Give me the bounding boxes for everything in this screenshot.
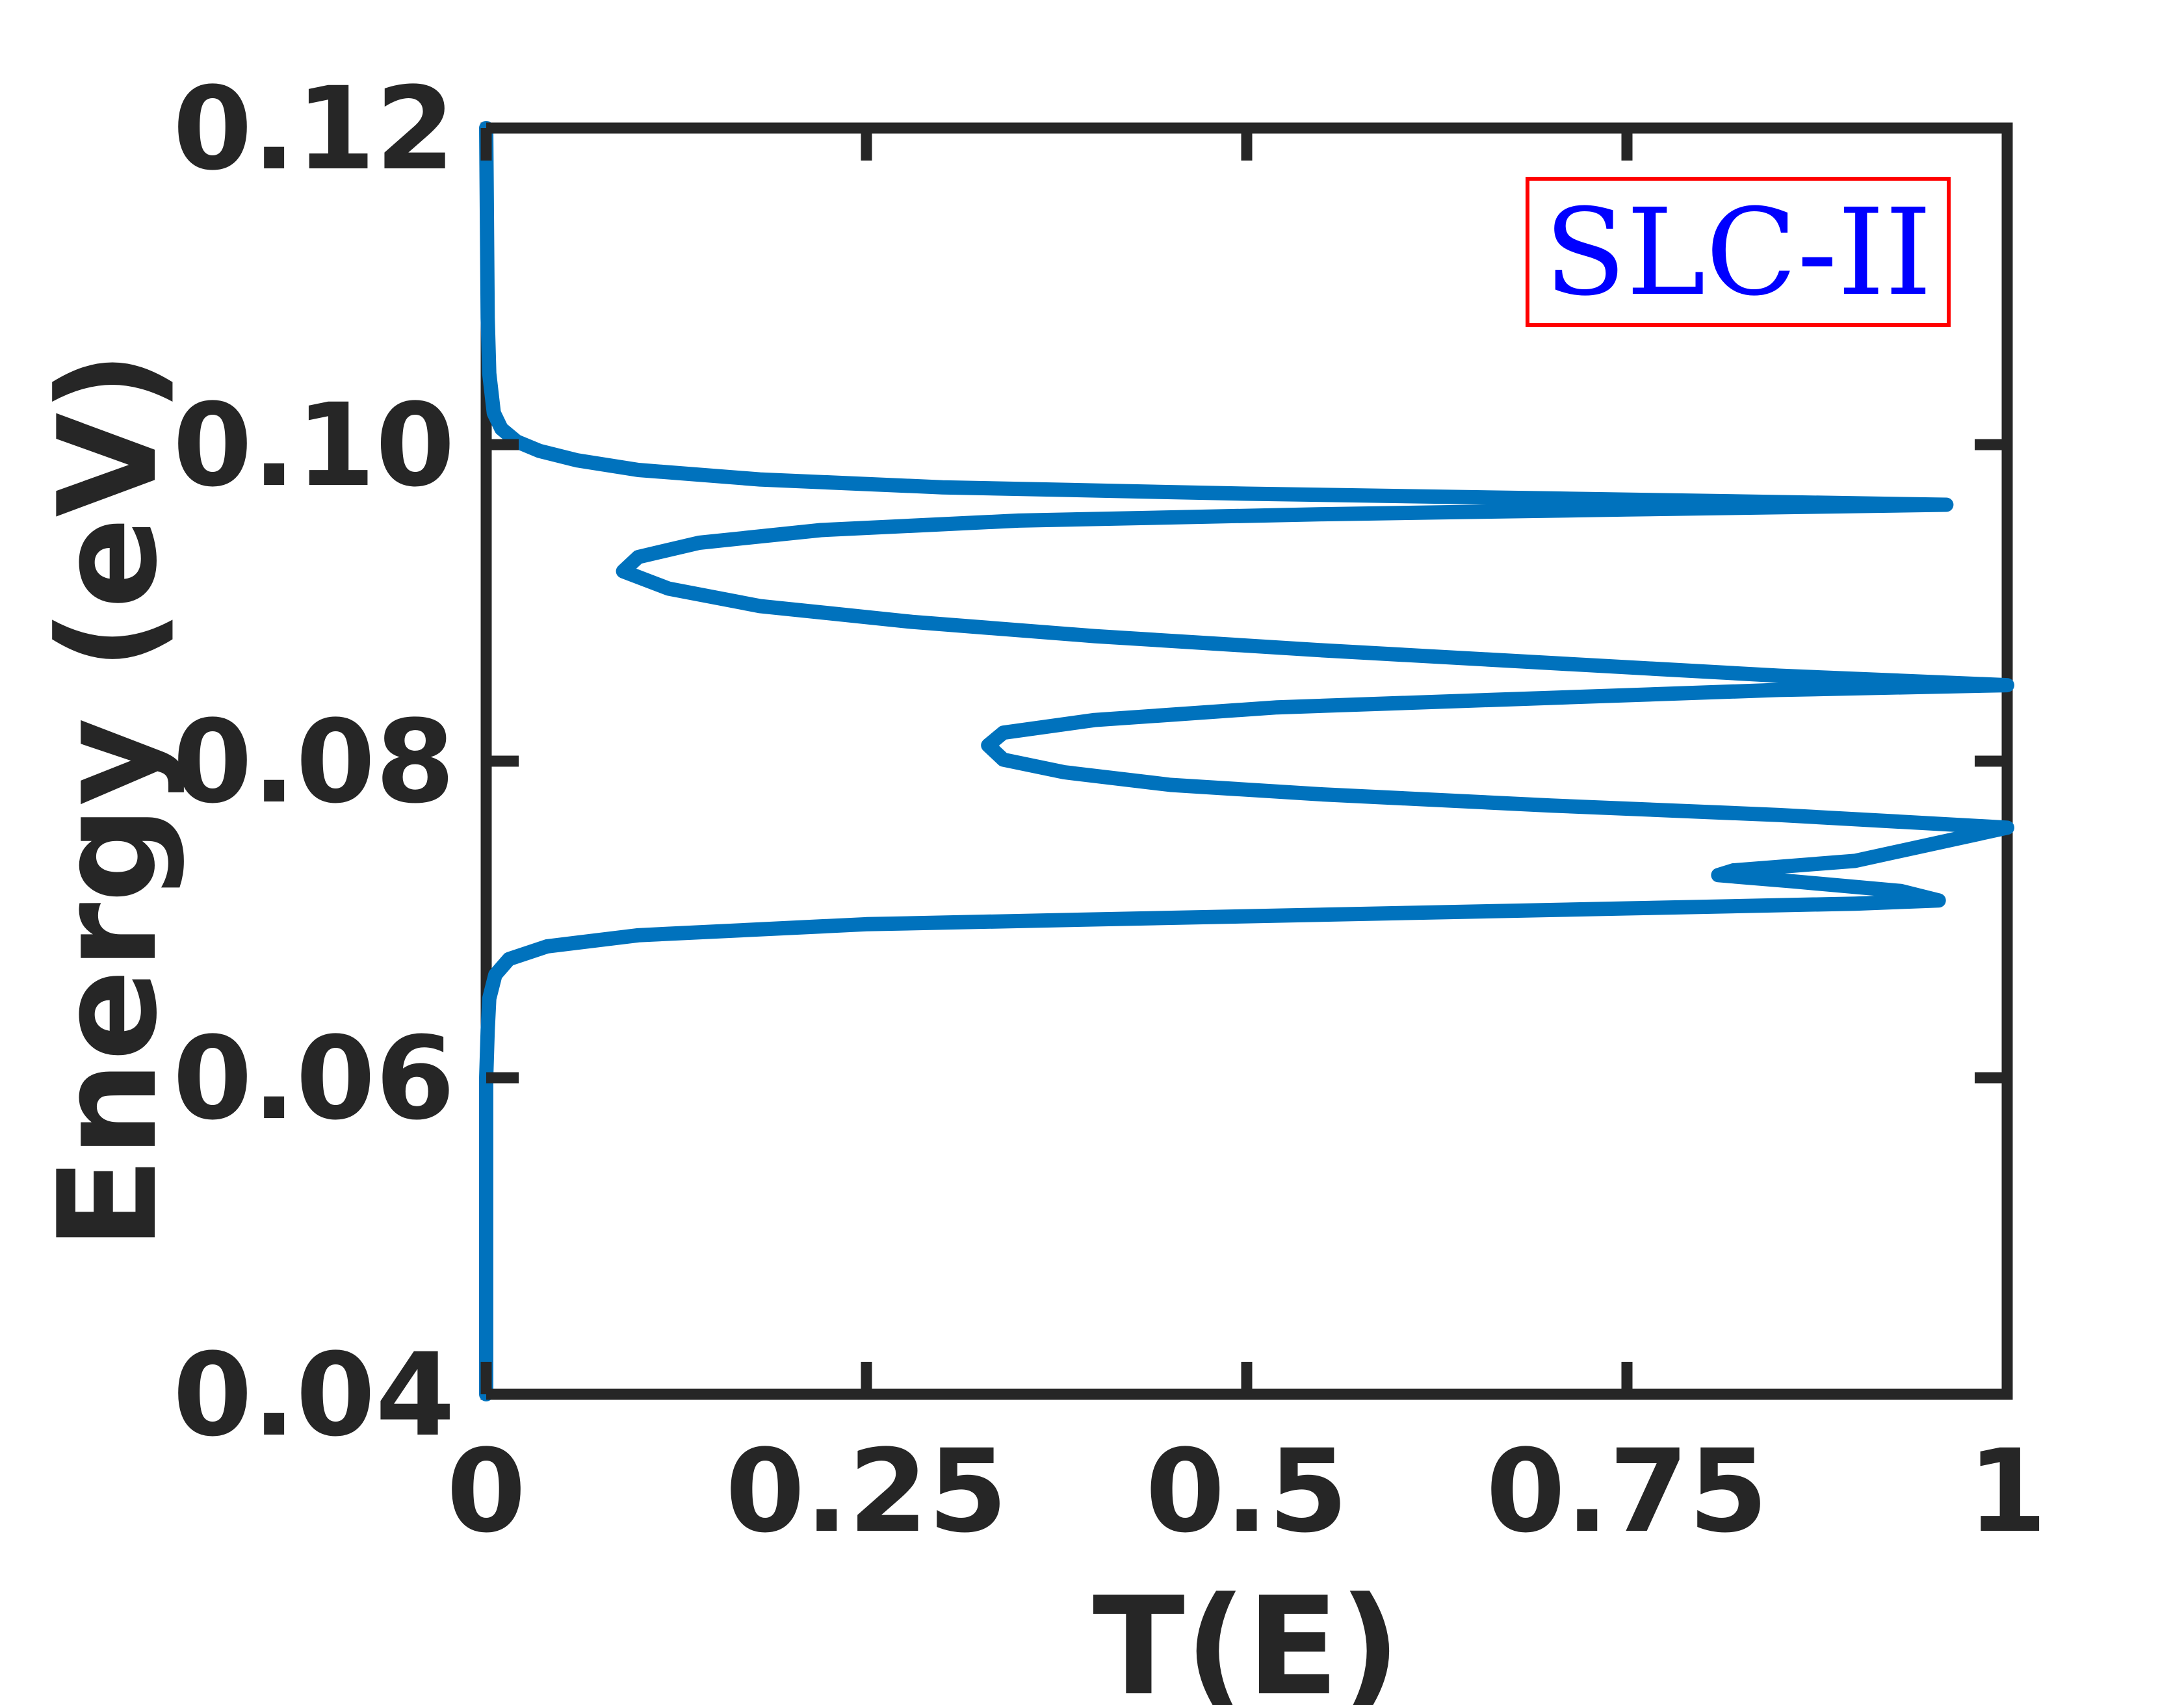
series-line-0 [479,121,2014,1401]
x-tick-label: 0.25 [725,1425,1008,1558]
y-tick-label: 0.12 [173,62,455,196]
y-tick-label: 0.06 [173,1012,455,1145]
x-tick-label: 0.75 [1486,1425,1768,1558]
annotation-box: SLC-II [1526,177,1951,327]
x-tick-label: 0 [447,1425,526,1558]
annotation-label: SLC-II [1544,183,1932,322]
x-tick-label: 1 [1968,1425,2047,1558]
tick-labels-layer: 0 0.25 0.5 0.75 1 0.04 0.06 0.08 0.10 0.12 [173,62,2047,1558]
y-tick-label: 0.04 [173,1329,455,1462]
y-tick-label: 0.08 [173,696,455,829]
y-tick-label: 0.10 [173,379,455,512]
ticks-layer [480,122,2013,1400]
y-axis-title: Energy (eV) [30,351,187,1250]
annotation-border [1526,177,1951,327]
x-axis-title: T(E) [1093,1568,1401,1705]
series-layer [479,121,2014,1401]
x-tick-label: 0.5 [1145,1425,1348,1558]
